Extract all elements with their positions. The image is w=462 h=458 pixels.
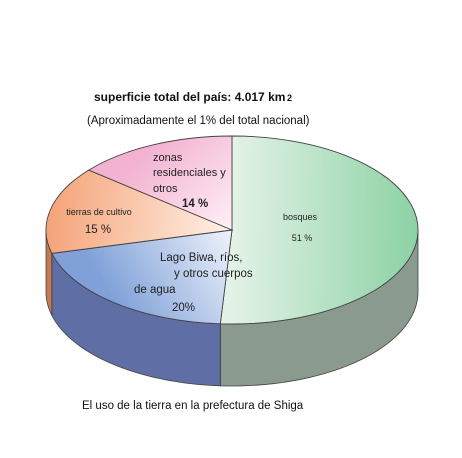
chart-title-superscript: 2 xyxy=(287,93,292,103)
slice-label-2-line-0: tierras de cultivo xyxy=(66,207,132,217)
pie-slice-2 xyxy=(45,169,234,254)
pie-labels: bosques 51 % Lago Biwa, ríos, y otros cuerp… xyxy=(66,152,317,314)
slice-value-0: 51 % xyxy=(292,233,313,243)
slice-label-1-line-1: y otros cuerpos xyxy=(174,268,253,280)
slice-label-3-line-1: residenciales y xyxy=(153,167,226,179)
chart-caption: El uso de la tierra en la prefectura de … xyxy=(82,400,304,412)
slice-value-2: 15 % xyxy=(85,224,111,236)
slice-label-1-line-0: Lago Biwa, ríos, xyxy=(160,252,242,264)
chart-title: superficie total del país: 4.017 km xyxy=(94,90,285,104)
pie-slice-0 xyxy=(219,135,419,325)
slice-label-1-line-2: de agua xyxy=(134,284,176,296)
chart-title-text: superficie total del país: 4.017 km xyxy=(94,90,285,104)
pie-slice-1 xyxy=(51,229,233,325)
slice-value-3: 14 % xyxy=(182,198,208,210)
slice-value-1: 20% xyxy=(172,302,195,314)
pie-slice-3 xyxy=(87,135,233,231)
pie-tops xyxy=(45,135,419,325)
slice-label-0-line-0: bosques xyxy=(283,212,318,222)
slice-label-3-line-0: zonas xyxy=(153,152,183,164)
slice-label-3-line-2: otros xyxy=(153,183,178,195)
chart-subtitle: (Aproximadamente el 1% del total naciona… xyxy=(87,115,310,127)
